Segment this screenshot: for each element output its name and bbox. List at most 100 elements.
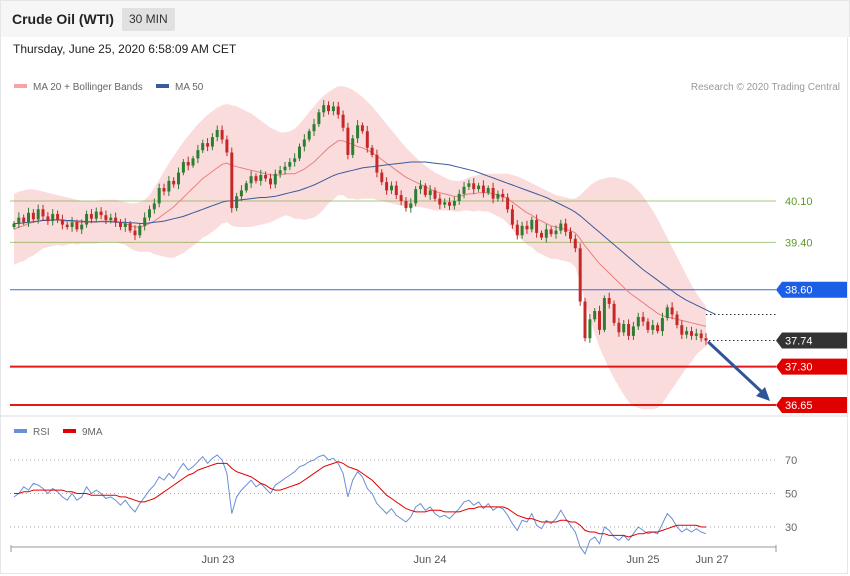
candle-body xyxy=(617,322,621,333)
candle-body xyxy=(704,338,708,341)
level-label-40.10: 40.10 xyxy=(785,196,813,208)
x-tick-label: Jun 24 xyxy=(413,554,446,566)
candle-body xyxy=(680,325,684,335)
candle-body xyxy=(583,301,587,339)
candle-body xyxy=(515,224,519,236)
candle-body xyxy=(486,188,490,193)
candle-body xyxy=(85,214,89,225)
candle-body xyxy=(641,316,645,322)
candle-body xyxy=(27,212,30,223)
instrument-title: Crude Oil (WTI) xyxy=(12,11,114,27)
candle-body xyxy=(259,175,263,181)
candle-body xyxy=(31,212,35,220)
candle-body xyxy=(143,217,147,226)
chart-header: Crude Oil (WTI) 30 MIN xyxy=(0,0,850,37)
candle-body xyxy=(501,193,505,198)
level-label-36.65: 36.65 xyxy=(785,400,813,412)
candle-body xyxy=(65,224,69,228)
candle-body xyxy=(75,222,79,230)
candle-body xyxy=(578,248,582,302)
source-credit: Research © 2020 Trading Central xyxy=(691,82,840,93)
candle-body xyxy=(506,197,510,210)
candle-body xyxy=(109,217,113,220)
level-label-38.60: 38.60 xyxy=(785,285,813,297)
candle-body xyxy=(685,331,689,335)
candle-body xyxy=(375,154,379,173)
candle-body xyxy=(186,162,190,166)
legend-swatch-ma50 xyxy=(156,84,169,88)
x-tick-label: Jun 27 xyxy=(695,554,728,566)
candle-body xyxy=(356,125,360,139)
candle-body xyxy=(123,223,127,227)
candle-body xyxy=(646,321,650,330)
candle-body xyxy=(220,130,224,140)
candle-body xyxy=(627,324,631,336)
candle-body xyxy=(80,224,84,230)
candle-body xyxy=(341,114,345,128)
candle-body xyxy=(60,219,64,225)
candle-body xyxy=(360,125,364,132)
candle-body xyxy=(104,215,108,220)
candle-body xyxy=(230,152,234,209)
forecast-arrowhead xyxy=(756,387,770,401)
candle-body xyxy=(346,127,350,155)
candle-body xyxy=(670,307,674,315)
candle-body xyxy=(351,138,355,155)
level-tag-37.74 xyxy=(776,332,847,349)
candle-body xyxy=(496,193,500,199)
candle-body xyxy=(167,180,171,192)
candle-body xyxy=(162,188,166,192)
chart-frame xyxy=(0,36,848,574)
rsi-tick-50: 50 xyxy=(785,489,797,501)
candle-body xyxy=(269,178,272,185)
candle-body xyxy=(607,298,611,304)
candle-body xyxy=(70,222,74,227)
legend-label-ma50: MA 50 xyxy=(175,82,204,93)
candle-body xyxy=(327,105,330,112)
legend-swatch-rsi xyxy=(14,429,27,433)
candle-body xyxy=(51,214,55,222)
rsi-panel: 70 50 30 xyxy=(10,454,797,555)
candle-body xyxy=(12,223,16,227)
candle-body xyxy=(46,216,50,222)
legend-label-9ma: 9MA xyxy=(82,427,103,438)
candle-body xyxy=(138,225,142,236)
candle-body xyxy=(235,196,239,209)
forecast-arrow xyxy=(706,340,766,396)
candle-body xyxy=(694,333,698,336)
candle-body xyxy=(210,137,214,147)
timeframe-badge[interactable]: 30 MIN xyxy=(122,8,175,31)
candle-body xyxy=(215,130,219,138)
candle-body xyxy=(293,158,297,162)
legend-label-bollinger: MA 20 + Bollinger Bands xyxy=(33,82,143,93)
rsi-tick-30: 30 xyxy=(785,522,797,534)
candle-body xyxy=(404,201,408,209)
price-panel: 40.10 39.40 38.60 37.74 37.30 36.65 xyxy=(10,86,847,413)
candle-body xyxy=(510,209,514,225)
ma50-line xyxy=(14,161,716,315)
candle-body xyxy=(41,209,45,217)
candle-body xyxy=(17,217,21,224)
level-label-37.30: 37.30 xyxy=(785,362,813,374)
x-tick-label: Jun 25 xyxy=(626,554,659,566)
candle-body xyxy=(225,139,229,153)
legend-swatch-9ma xyxy=(63,429,76,433)
candle-body xyxy=(593,311,597,320)
candle-body xyxy=(177,172,180,185)
level-tag-38.60 xyxy=(776,281,847,298)
candle-body xyxy=(249,176,253,184)
candle-body xyxy=(535,219,539,233)
candle-body xyxy=(128,223,132,231)
candle-body xyxy=(569,231,572,239)
candle-body xyxy=(665,307,669,318)
candle-body xyxy=(322,105,326,113)
candle-body xyxy=(414,189,418,204)
candle-body xyxy=(448,202,451,206)
candle-body xyxy=(385,182,389,191)
candle-body xyxy=(133,230,137,236)
candle-body xyxy=(114,217,118,223)
candle-body xyxy=(660,318,664,332)
candle-body xyxy=(612,303,616,323)
candle-body xyxy=(390,185,393,191)
